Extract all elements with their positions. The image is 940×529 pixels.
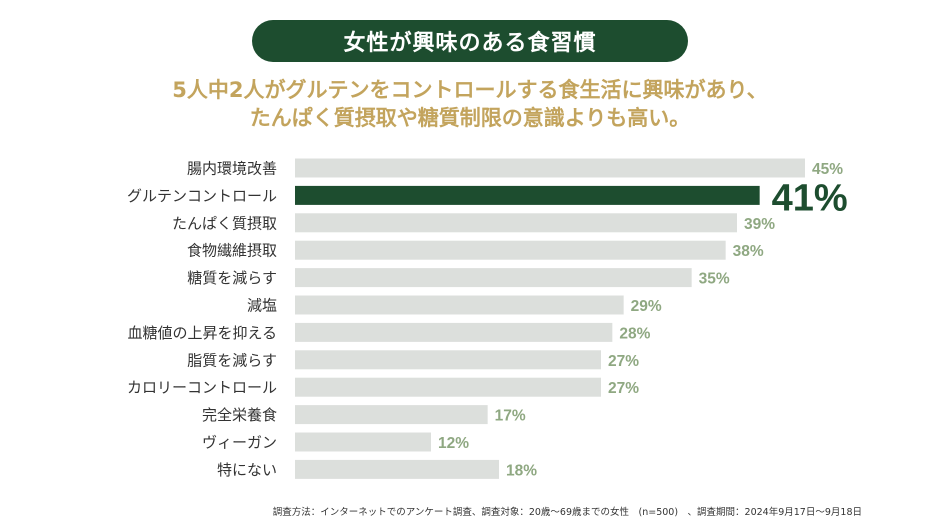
value-label: 27% bbox=[608, 353, 639, 370]
bar bbox=[295, 432, 431, 452]
chart-title: 女性が興味のある食習慣 bbox=[343, 31, 597, 56]
category-label: 脂質を減らす bbox=[187, 351, 277, 369]
bar bbox=[295, 268, 692, 288]
subtitle-line-2: たんぱく質摂取や糖質制限の意識よりも高い。 bbox=[249, 106, 691, 130]
category-label: ヴィーガン bbox=[202, 434, 277, 452]
bar bbox=[295, 240, 726, 260]
value-label-highlight: 41% bbox=[772, 177, 848, 219]
bar bbox=[295, 377, 601, 397]
value-label: 27% bbox=[608, 380, 639, 397]
bar bbox=[295, 213, 737, 233]
category-label: 減塩 bbox=[247, 297, 277, 315]
bar bbox=[295, 322, 613, 342]
value-label: 17% bbox=[495, 408, 526, 425]
category-label: 食物繊維摂取 bbox=[187, 242, 277, 260]
category-label: カロリーコントロール bbox=[127, 379, 277, 397]
category-label: 完全栄養食 bbox=[202, 406, 277, 424]
category-label: 特にない bbox=[217, 461, 277, 479]
subtitle-line-1: 5人中2人がグルテンをコントロールする食生活に興味があり、 bbox=[172, 78, 768, 102]
category-label: 腸内環境改善 bbox=[187, 160, 277, 178]
survey-footnote: 調査方法：インターネットでのアンケート調査、調査対象：20歳〜69歳までの女性 … bbox=[272, 507, 862, 518]
bar bbox=[295, 158, 805, 178]
bar bbox=[295, 459, 499, 479]
category-label: 血糖値の上昇を抑える bbox=[127, 324, 277, 342]
bar bbox=[295, 405, 488, 425]
value-label: 39% bbox=[744, 216, 775, 233]
value-label: 29% bbox=[631, 298, 662, 315]
title-pill: 女性が興味のある食習慣 bbox=[252, 20, 688, 62]
bar-highlight bbox=[295, 185, 760, 205]
value-label: 28% bbox=[619, 325, 650, 342]
category-label: 糖質を減らす bbox=[187, 269, 277, 287]
category-label: たんぱく質摂取 bbox=[172, 214, 277, 232]
value-label: 45% bbox=[812, 161, 843, 178]
value-label: 35% bbox=[699, 271, 730, 288]
value-label: 18% bbox=[506, 462, 537, 479]
bar bbox=[295, 350, 601, 370]
value-label: 12% bbox=[438, 435, 469, 452]
category-label: グルテンコントロール bbox=[127, 187, 277, 205]
bar bbox=[295, 295, 624, 315]
value-label: 38% bbox=[733, 243, 764, 260]
